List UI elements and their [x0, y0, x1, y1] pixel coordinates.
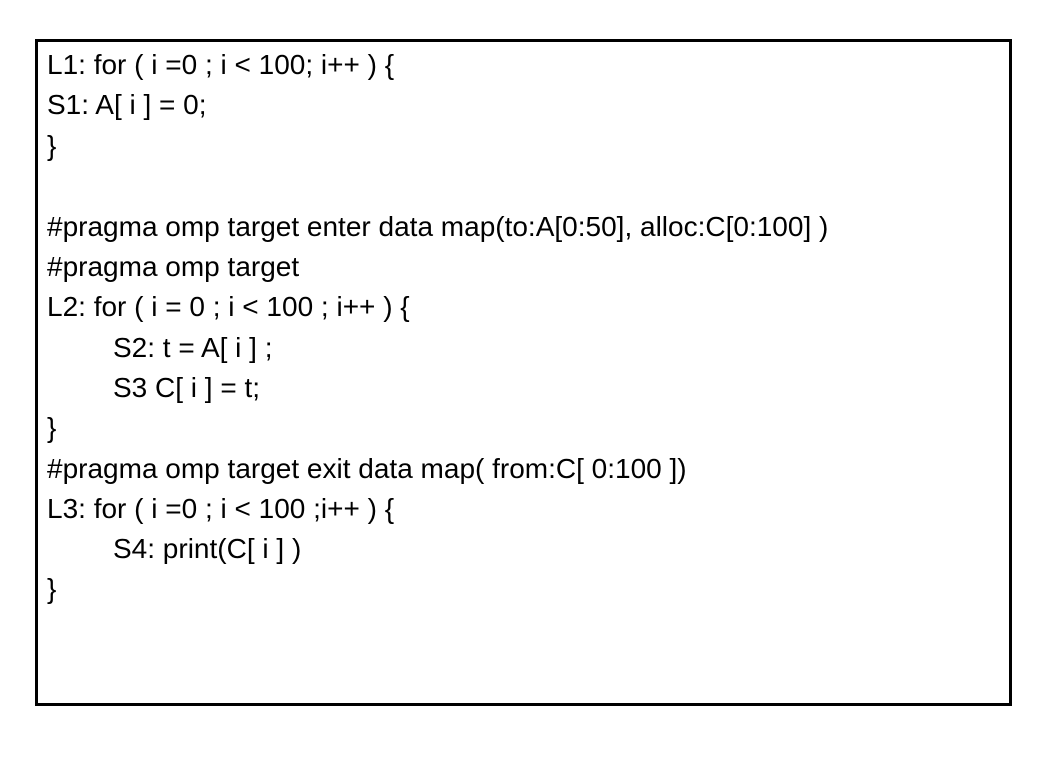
code-line: S2: t = A[ i ] ; — [113, 332, 273, 363]
code-box — [35, 39, 1012, 706]
code-line: } — [47, 573, 57, 604]
code-line: } — [47, 412, 57, 443]
code-line: #pragma omp target exit data map( from:C… — [47, 453, 687, 484]
code-line: L1: for ( i =0 ; i < 100; i++ ) { — [47, 49, 395, 80]
code-line: #pragma omp target — [47, 251, 300, 282]
code-line: S4: print(C[ i ] ) — [113, 533, 302, 564]
code-line: } — [47, 130, 57, 161]
code-line: S1: A[ i ] = 0; — [47, 89, 207, 120]
code-line: S3 C[ i ] = t; — [113, 372, 261, 403]
code-line: #pragma omp target enter data map(to:A[0… — [47, 211, 829, 242]
code-line: L3: for ( i =0 ; i < 100 ;i++ ) { — [47, 493, 395, 524]
code-line: L2: for ( i = 0 ; i < 100 ; i++ ) { — [47, 291, 410, 322]
